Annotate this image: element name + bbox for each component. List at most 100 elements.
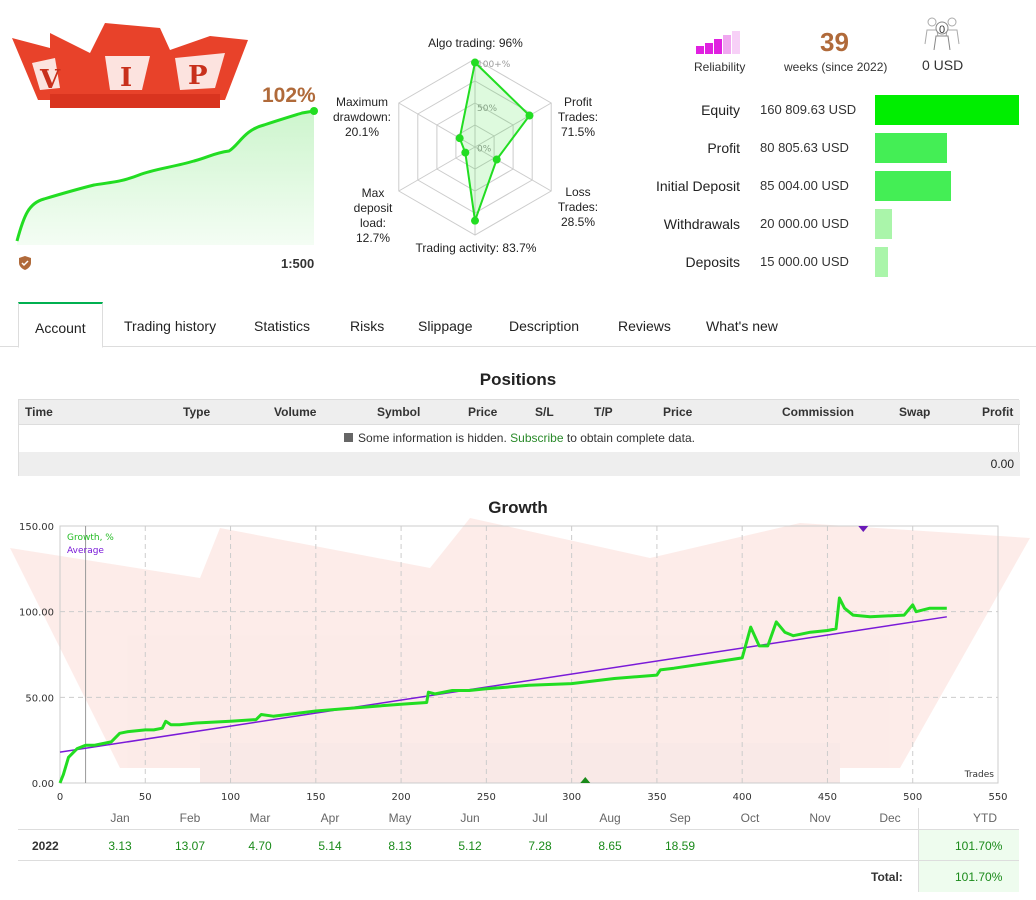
radar-chart: 100+% 50% 0% (398, 58, 552, 236)
financial-label: Withdrawals (663, 216, 740, 232)
fx-vip-logo: V I P (10, 18, 250, 113)
leverage-value: 1:500 (281, 256, 315, 271)
financial-row: Initial Deposit 85 004.00 USD (630, 169, 1030, 203)
marker-triangle (580, 777, 591, 783)
radar-point (492, 155, 501, 164)
subscribers-count: 0 (938, 24, 946, 36)
radar-axis (474, 102, 552, 148)
financial-value: 160 809.63 USD (760, 102, 857, 117)
month-value: 5.12 (458, 839, 482, 853)
financial-row: Equity 160 809.63 USD (630, 93, 1030, 127)
tab-whats-new[interactable]: What's new (706, 318, 778, 334)
radar-label-profit-trades: Profit Trades: 71.5% (557, 95, 599, 139)
col-symbol[interactable]: Symbol (377, 405, 421, 419)
radar-area (458, 60, 531, 222)
col-sl[interactable]: S/L (535, 405, 554, 419)
growth-chart: 0 50 100 150 200 250 300 350 400 450 500 550 0.00 50.… (0, 518, 1036, 808)
y-tick-label: 150.00 (19, 522, 54, 533)
financial-bar (875, 133, 947, 163)
financial-label: Initial Deposit (655, 178, 740, 194)
radar-label-algo: Algo trading: 96% (428, 36, 523, 50)
x-tick-label: 550 (988, 792, 1007, 803)
y-tick-label: 100.00 (19, 608, 54, 619)
marker-triangle (858, 526, 869, 532)
ytd-value: 101.70% (955, 839, 1003, 853)
positions-total: 0.00 (990, 457, 1014, 471)
tab-trading-history[interactable]: Trading history (124, 318, 217, 334)
account-summary: V I P 102% 1:500 100+% 50% 0% Algo trading… (0, 0, 1036, 300)
col-price[interactable]: Price (468, 405, 498, 419)
month-value: 8.65 (598, 839, 622, 853)
lock-icon (344, 433, 354, 442)
account-tabs: Account Trading history Statistics Risks… (0, 302, 1036, 348)
financial-bar (875, 209, 892, 239)
y-tick-label: 0.00 (32, 779, 54, 790)
tab-reviews[interactable]: Reviews (618, 318, 671, 334)
col-time[interactable]: Time (25, 405, 53, 419)
weeks-label: weeks (since 2022) (784, 60, 888, 74)
subscribers-icon[interactable] (922, 14, 962, 50)
month-header: Aug (599, 811, 621, 825)
radar-point (455, 134, 464, 143)
subscribe-link[interactable]: Subscribe (510, 431, 564, 445)
month-value: 3.13 (108, 839, 132, 853)
tab-description[interactable]: Description (509, 318, 580, 334)
month-header: May (388, 811, 412, 825)
col-tp[interactable]: T/P (594, 405, 613, 419)
legend-growth: Growth, % (67, 533, 114, 543)
radar-label-activity: Trading activity: 83.7% (415, 241, 537, 255)
info-text-after: to obtain complete data. (566, 431, 695, 445)
svg-text:V: V (39, 65, 61, 95)
radar-scale-label: 50% (477, 104, 497, 114)
month-header: Mar (249, 811, 271, 825)
month-value: 7.28 (528, 839, 552, 853)
positions-header: Time Type Volume Symbol Price S/L T/P Pr… (19, 400, 1020, 425)
x-axis-label: Trades (964, 770, 995, 780)
month-header: Feb (179, 811, 201, 825)
growth-chart-svg: 0 50 100 150 200 250 300 350 400 450 500 550 0.00 50.… (10, 518, 1030, 803)
average-line (59, 616, 947, 753)
radar-point (525, 111, 534, 120)
reliability-bars-icon[interactable] (696, 30, 748, 54)
col-commission[interactable]: Commission (782, 405, 855, 419)
financial-bar (875, 247, 888, 277)
col-profit[interactable]: Profit (982, 405, 1014, 419)
financial-label: Profit (707, 140, 740, 156)
positions-total-row: 0.00 (19, 452, 1020, 476)
ytd-header: YTD (973, 811, 997, 825)
x-tick-label: 200 (392, 792, 411, 803)
tab-slippage[interactable]: Slippage (418, 318, 473, 334)
x-tick-label: 500 (903, 792, 922, 803)
tab-risks[interactable]: Risks (350, 318, 385, 334)
total-label: Total: (871, 870, 903, 884)
x-tick-label: 300 (562, 792, 581, 803)
tab-account[interactable]: Account (18, 302, 103, 348)
radar-label-loss-trades: Loss Trades: 28.5% (557, 185, 599, 229)
col-price-close[interactable]: Price (663, 405, 693, 419)
financial-value: 15 000.00 USD (760, 254, 849, 269)
financial-value: 80 805.63 USD (760, 140, 849, 155)
month-value: 4.70 (248, 839, 272, 853)
financial-bar (875, 95, 1019, 125)
col-volume[interactable]: Volume (274, 405, 317, 419)
tab-statistics[interactable]: Statistics (254, 318, 311, 334)
weeks-count: 39 (820, 27, 849, 57)
hidden-info-row: Some information is hidden. Subscribe to… (19, 425, 1020, 452)
col-type[interactable]: Type (183, 405, 211, 419)
growth-title: Growth (488, 498, 548, 517)
col-swap[interactable]: Swap (899, 405, 931, 419)
financial-row: Profit 80 805.63 USD (630, 131, 1030, 165)
month-header: Sep (669, 811, 691, 825)
shield-icon[interactable] (18, 256, 32, 270)
x-tick-label: 50 (139, 792, 152, 803)
x-tick-label: 0 (57, 792, 63, 803)
radar-label-deposit-load: Max deposit load: 12.7% (353, 186, 393, 245)
x-tick-label: 400 (733, 792, 752, 803)
plot-frame (59, 525, 999, 784)
positions-table: Time Type Volume Symbol Price S/L T/P Pr… (18, 399, 1020, 476)
month-value: 8.13 (388, 839, 412, 853)
month-header: Jan (110, 811, 130, 825)
growth-percent: 102% (262, 84, 316, 107)
month-header: Jul (532, 811, 548, 825)
watermark-logo (10, 518, 1030, 783)
